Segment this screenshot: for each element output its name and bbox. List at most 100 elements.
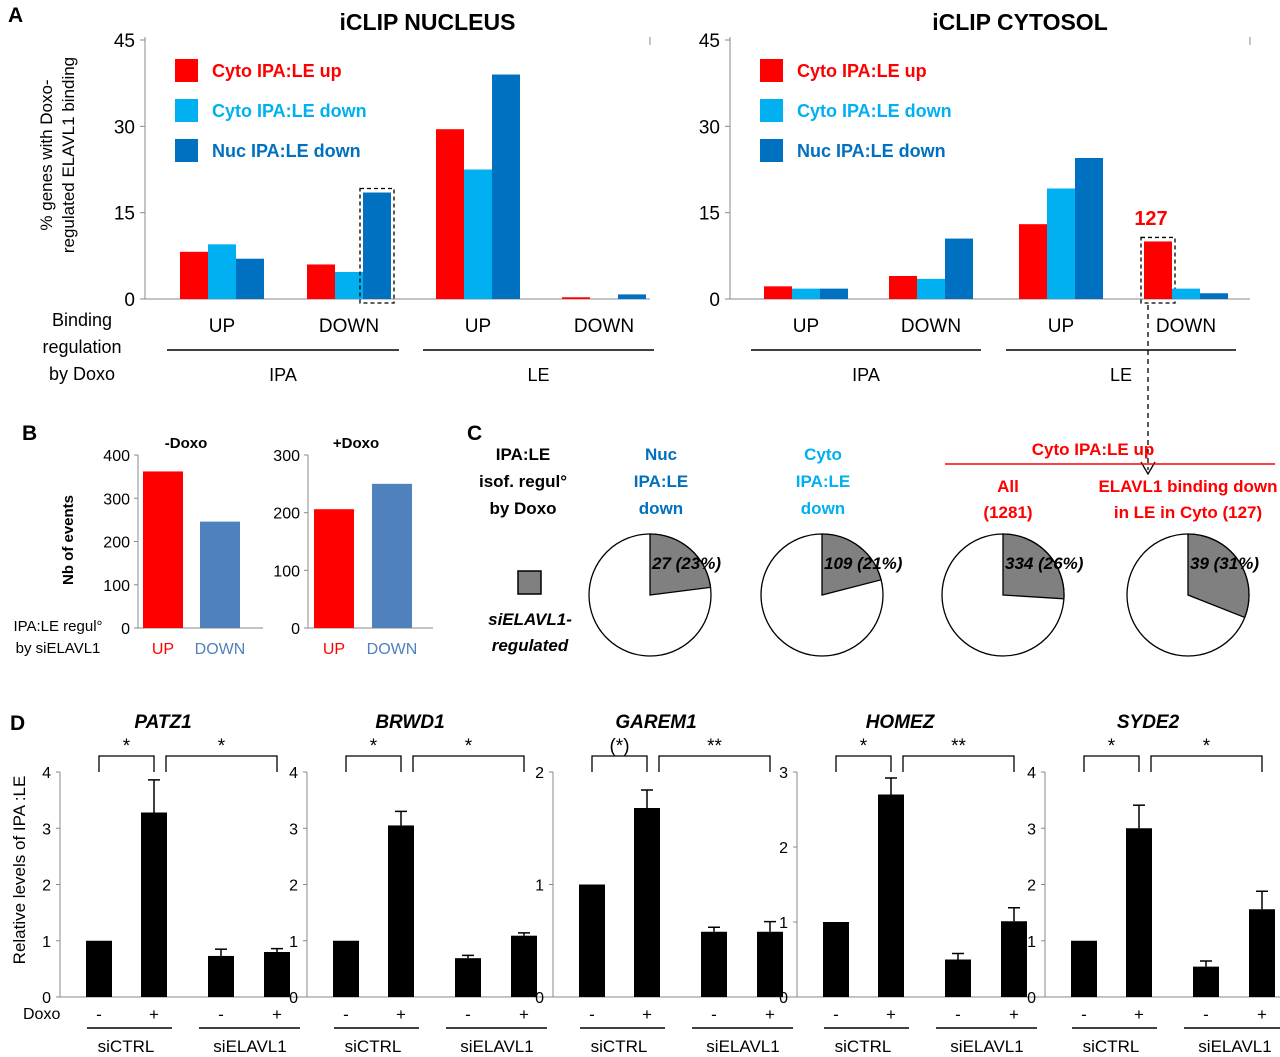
doxo-sign: + [886, 1005, 896, 1024]
doxo-sign: - [955, 1005, 961, 1024]
legend-swatch [760, 139, 783, 162]
significance-marker: * [1108, 736, 1116, 757]
pie-slice-sielavl1 [1002, 533, 1065, 600]
bar-nuc-ipa-le-down [945, 238, 973, 299]
pie-slice-label: 334 (26%) [1005, 554, 1084, 573]
gene-title: GAREM1 [615, 712, 696, 733]
gene-title: PATZ1 [134, 712, 191, 733]
y-tick-label: 1 [1027, 934, 1036, 951]
legend-label: Cyto IPA:LE up [212, 61, 342, 81]
doxo-sign: - [711, 1005, 717, 1024]
bar [86, 940, 112, 997]
bar-cyto-ipa-le-down [1047, 188, 1075, 299]
ylabel-line1: % genes with Doxo- [37, 79, 56, 230]
bar-cyto-ipa-le-down [208, 244, 236, 299]
chart-iclip-cytosol: iCLIP CYTOSOL 0 15 30 45 UP DOWN UP DOWN Cyto IPA… [699, 9, 1251, 385]
pie-title: Nuc [645, 445, 677, 464]
bar-up [314, 509, 354, 628]
bar-nuc-ipa-le-down [1200, 293, 1228, 299]
legend-label: Nuc IPA:LE down [797, 141, 946, 161]
panel-c-label-3: by Doxo [489, 499, 556, 518]
bar-cyto-ipa-le-up [436, 129, 464, 299]
y-tick-label: 45 [699, 31, 720, 52]
pie-title: in LE in Cyto (127) [1114, 503, 1262, 522]
doxo-sign: - [465, 1005, 471, 1024]
pie-title: ELAVL1 binding down [1098, 477, 1277, 496]
bar [878, 794, 904, 997]
y-tick-label: 2 [1027, 878, 1036, 895]
chart-title: iCLIP NUCLEUS [340, 9, 516, 35]
significance-marker: ** [707, 736, 722, 757]
doxo-sign: + [642, 1005, 652, 1024]
bar-cyto-ipa-le-down [917, 278, 945, 299]
y-tick-label: 3 [289, 821, 298, 838]
y-tick-label: 1 [535, 878, 544, 895]
category-label: UP [323, 641, 345, 658]
legend-swatch [175, 139, 198, 162]
category-label: UP [209, 316, 235, 337]
bar [333, 940, 359, 997]
group-label: siCTRL [345, 1037, 402, 1056]
y-tick-label: 3 [779, 765, 788, 782]
significance-bracket [1150, 755, 1263, 772]
doxo-sign: - [96, 1005, 102, 1024]
bar-cyto-ipa-le-up [764, 286, 792, 299]
bar [455, 958, 481, 997]
pie-slice-sielavl1 [1187, 533, 1250, 619]
y-tick-label: 1 [42, 934, 51, 951]
group-label: siELAVL1 [1198, 1037, 1271, 1056]
panel-b-xlabel-1: IPA:LE regul° [13, 618, 102, 635]
y-tick-label: 0 [1027, 990, 1036, 1007]
significance-bracket [591, 755, 648, 772]
group-label: LE [527, 365, 549, 385]
highlight-box [359, 187, 395, 304]
y-tick-label: 30 [699, 117, 720, 138]
group-label: IPA [852, 365, 880, 385]
bar [945, 959, 971, 997]
legend-swatch [760, 99, 783, 122]
bar-up [143, 471, 183, 628]
group-label: siELAVL1 [706, 1037, 779, 1056]
bar [511, 935, 537, 997]
binding-regulation-label-3: by Doxo [49, 364, 115, 384]
significance-bracket [98, 755, 155, 772]
bar-nuc-ipa-le-down [1075, 157, 1103, 299]
cyto-header: Cyto IPA:LE up [1032, 440, 1154, 459]
doxo-sign: + [519, 1005, 529, 1024]
bar-cyto-ipa-le-up [562, 297, 590, 299]
bar-down [372, 483, 412, 628]
bar-nuc-ipa-le-down [492, 74, 520, 300]
doxo-sign: - [1081, 1005, 1087, 1024]
ylabel-line2: regulated ELAVL1 binding [59, 57, 78, 253]
chart-iclip-nucleus: iCLIP NUCLEUS 0 15 30 45 UP DOWN UP DOWN Cyto IPA… [114, 9, 654, 385]
doxo-sign: + [1134, 1005, 1144, 1024]
significance-marker: * [123, 736, 131, 757]
pie-slice-label: 27 (23%) [651, 554, 721, 573]
bar [634, 808, 660, 997]
significance-marker: * [860, 736, 868, 757]
doxo-sign: + [1257, 1005, 1267, 1024]
y-tick-label: 300 [273, 448, 300, 465]
legend-label: Cyto IPA:LE up [797, 61, 927, 81]
bar-cyto-ipa-le-down [792, 288, 820, 299]
category-label: UP [1048, 316, 1074, 337]
panel-label-b: B [22, 422, 37, 445]
doxo-label: Doxo [23, 1006, 60, 1023]
pie-charts: Nuc IPA:LE down 27 (23%) Cyto IPA:LE down 109 (… [588, 445, 1278, 657]
bar [1193, 966, 1219, 997]
chart-title: +Doxo [333, 435, 379, 452]
y-tick-label: 100 [103, 578, 130, 595]
pie-slice-label: 39 (31%) [1190, 554, 1259, 573]
y-tick-label: 4 [1027, 765, 1036, 782]
bar-cyto-ipa-le-down [335, 271, 363, 299]
pie-slice-label: 109 (21%) [824, 554, 903, 573]
doxo-sign: + [149, 1005, 159, 1024]
significance-marker: * [1203, 736, 1211, 757]
group-label: siCTRL [1083, 1037, 1140, 1056]
significance-bracket [902, 755, 1015, 772]
doxo-sign: + [396, 1005, 406, 1024]
y-tick-label: 4 [42, 765, 51, 782]
pie-title: (1281) [983, 503, 1032, 522]
bar [388, 825, 414, 997]
